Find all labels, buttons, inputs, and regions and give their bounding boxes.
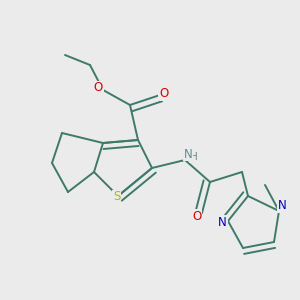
- Text: N: N: [184, 148, 192, 160]
- Text: N: N: [218, 216, 227, 229]
- Text: O: O: [192, 209, 201, 223]
- Text: O: O: [159, 87, 168, 100]
- Text: S: S: [113, 190, 120, 203]
- Text: H: H: [190, 152, 197, 162]
- Text: O: O: [94, 81, 103, 94]
- Text: N: N: [278, 199, 286, 212]
